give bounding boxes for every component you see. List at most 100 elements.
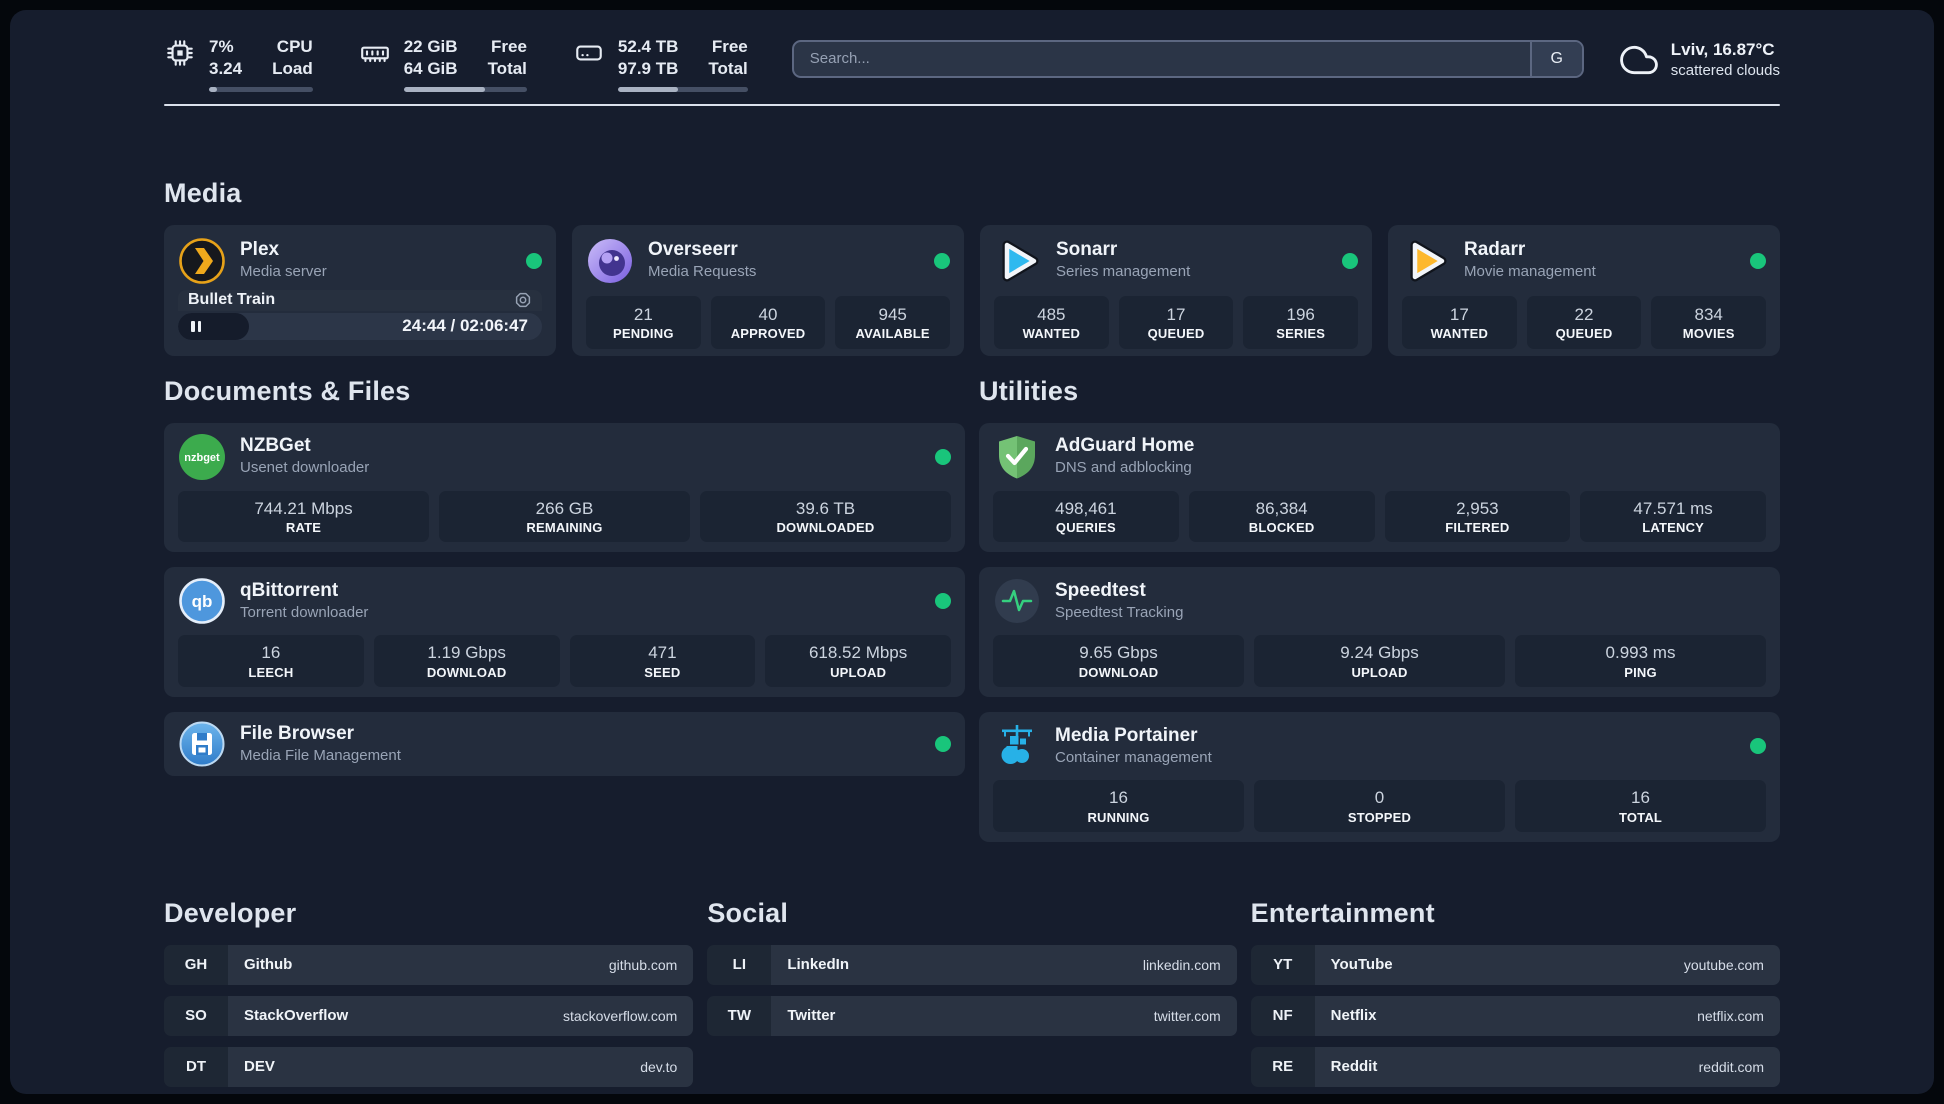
card-qbittorrent[interactable]: qb qBittorrent Torrent downloader 16 LEE…: [164, 567, 965, 698]
stat-tile: 47.571 ms LATENCY: [1580, 490, 1766, 543]
card-subtitle: Torrent downloader: [240, 603, 369, 621]
status-badge: [934, 252, 950, 269]
search-bar: G: [791, 39, 1584, 78]
card-filebrowser[interactable]: File Browser Media File Management: [164, 712, 965, 777]
card-speedtest[interactable]: Speedtest Speedtest Tracking 9.65 Gbps D…: [979, 567, 1780, 698]
card-title: Overseerr: [648, 239, 738, 261]
radarr-icon: [1402, 237, 1450, 285]
stat-tile: 2,953 FILTERED: [1384, 490, 1571, 543]
status-badge: [1750, 738, 1766, 755]
bookmark-name: DEV: [244, 1058, 275, 1076]
overseerr-icon: [586, 237, 634, 285]
status-badge: [1342, 252, 1358, 269]
cpu-icon: [167, 40, 193, 66]
memory-total-value: 64 GiB: [403, 58, 458, 78]
playback-progress-fill: [178, 312, 249, 340]
bookmark-stackoverflow[interactable]: SO StackOverflow stackoverflow.com: [164, 995, 694, 1036]
bookmarks-social: Social LI LinkedIn linkedin.com TW Twitt…: [707, 898, 1237, 1087]
pause-icon[interactable]: [191, 320, 195, 332]
sonarr-icon: [994, 237, 1042, 285]
cpu-load-value: 3.24: [209, 58, 243, 78]
system-stats: 7% 3.24 CPU Load: [164, 36, 748, 92]
speedtest-icon: [993, 577, 1041, 625]
card-adguard[interactable]: AdGuard Home DNS and adblocking 498,461 …: [979, 422, 1780, 553]
cpu-progress-fill: [209, 86, 218, 92]
bookmark-abbr: NF: [1250, 995, 1315, 1036]
card-plex[interactable]: Plex Media server Bullet Train: [164, 224, 556, 356]
bookmark-name: Reddit: [1330, 1058, 1378, 1076]
cloud-icon: [1619, 45, 1658, 74]
bookmark-url: github.com: [608, 956, 678, 973]
bookmark-name: YouTube: [1330, 956, 1393, 974]
stat-tile: 196 SERIES: [1243, 295, 1359, 350]
disk-progress-fill: [617, 86, 678, 92]
status-badge: [935, 736, 951, 753]
card-radarr[interactable]: Radarr Movie management 17 WANTED 22 QUE…: [1388, 224, 1780, 356]
cpu-usage-percent: 7%: [209, 37, 234, 56]
card-subtitle: Media File Management: [240, 746, 401, 764]
card-title: Media Portainer: [1055, 724, 1198, 746]
card-overseerr[interactable]: Overseerr Media Requests 21 PENDING 40 A…: [572, 224, 964, 356]
stat-tile: 17 WANTED: [1402, 295, 1517, 350]
search-input[interactable]: [793, 41, 1530, 76]
disk-stat: 52.4 TB 97.9 TB Free Total: [573, 36, 748, 92]
playback-progress-bar: 24:44 / 02:06:47: [178, 312, 542, 340]
weather-widget: Lviv, 16.87°C scattered clouds: [1619, 39, 1780, 81]
stat-tile: 86,384 BLOCKED: [1188, 490, 1375, 543]
card-subtitle: Movie management: [1464, 263, 1596, 281]
plex-now-playing: Bullet Train 24:44 / 02:06:47: [178, 289, 542, 340]
cpu-label: CPU: [276, 37, 313, 56]
nzbget-icon: nzbget: [178, 433, 226, 481]
stat-tile: 16 RUNNING: [993, 780, 1244, 832]
bookmark-url: stackoverflow.com: [562, 1007, 678, 1024]
card-subtitle: DNS and adblocking: [1055, 459, 1192, 477]
section-title-documents: Documents & Files: [164, 375, 411, 406]
disk-total-label: Total: [708, 58, 748, 78]
bookmark-url: twitter.com: [1153, 1007, 1221, 1024]
card-title: AdGuard Home: [1055, 435, 1195, 457]
card-nzbget[interactable]: nzbget NZBGet Usenet downloader 744.21 M…: [164, 422, 965, 553]
bookmark-reddit[interactable]: RE Reddit reddit.com: [1250, 1046, 1780, 1087]
stat-tile: 485 WANTED: [994, 295, 1109, 350]
bookmark-linkedin[interactable]: LI LinkedIn linkedin.com: [707, 944, 1237, 985]
memory-total-label: Total: [487, 58, 527, 78]
cpu-stat: 7% 3.24 CPU Load: [164, 36, 313, 92]
bookmark-netflix[interactable]: NF Netflix netflix.com: [1250, 995, 1780, 1036]
stat-tile: 21 PENDING: [586, 295, 701, 350]
header-divider: [164, 103, 1780, 106]
card-subtitle: Container management: [1055, 748, 1212, 766]
weather-location-temp: Lviv, 16.87°C: [1670, 39, 1775, 59]
stat-tile: 16 TOTAL: [1515, 780, 1766, 832]
svg-text:qb: qb: [192, 592, 213, 611]
stat-tile: 0.993 ms PING: [1515, 635, 1766, 688]
card-portainer[interactable]: Media Portainer Container management 16 …: [979, 712, 1780, 842]
card-sonarr[interactable]: Sonarr Series management 485 WANTED 17 Q…: [980, 224, 1372, 356]
card-subtitle: Usenet downloader: [240, 459, 370, 477]
disk-total-value: 97.9 TB: [617, 58, 679, 78]
cpu-progress-bar: [209, 86, 313, 92]
section-documents: Documents & Files nzbget NZBGet Usenet d…: [164, 376, 965, 842]
bookmark-dev[interactable]: DT DEV dev.to: [164, 1046, 694, 1087]
weather-condition: scattered clouds: [1670, 62, 1780, 80]
settings-gear-icon[interactable]: [514, 291, 532, 309]
bookmark-abbr: SO: [164, 995, 228, 1036]
media-cards-row: Plex Media server Bullet Train: [164, 224, 1780, 356]
cpu-load-label: Load: [272, 58, 313, 78]
bookmark-twitter[interactable]: TW Twitter twitter.com: [707, 995, 1237, 1036]
bookmark-github[interactable]: GH Github github.com: [164, 944, 694, 985]
bookmark-abbr: GH: [164, 944, 228, 985]
header-bar: 7% 3.24 CPU Load: [164, 10, 1780, 92]
section-title-media: Media: [164, 177, 242, 208]
search-engine-button[interactable]: G: [1529, 41, 1582, 76]
stat-tile: 39.6 TB DOWNLOADED: [700, 490, 951, 543]
now-playing-title: Bullet Train: [188, 290, 276, 308]
stat-tile: 471 SEED: [569, 635, 756, 688]
section-title-developer: Developer: [164, 897, 297, 928]
memory-progress-fill: [403, 86, 486, 92]
bookmark-youtube[interactable]: YT YouTube youtube.com: [1250, 944, 1780, 985]
bookmark-abbr: YT: [1250, 944, 1315, 985]
dashboard-screen: 7% 3.24 CPU Load: [10, 10, 1934, 1094]
stat-tile: 498,461 QUERIES: [993, 490, 1179, 543]
card-title: Radarr: [1464, 239, 1526, 261]
